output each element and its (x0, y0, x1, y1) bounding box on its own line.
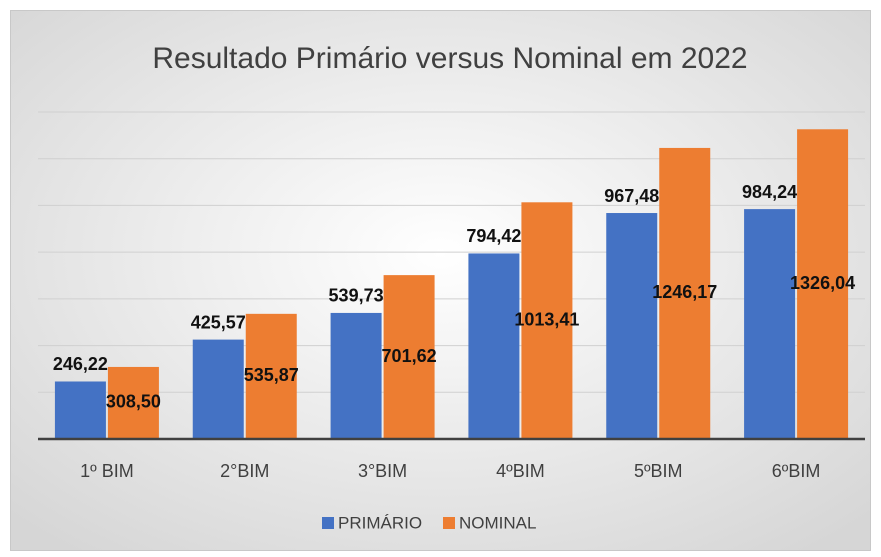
data-label: 535,87 (244, 365, 299, 385)
bar (330, 312, 382, 439)
legend-label: PRIMÁRIO (338, 513, 422, 532)
data-label: 246,22 (53, 354, 108, 374)
x-tick-label: 2°BIM (220, 461, 269, 481)
legend-label: NOMINAL (459, 513, 536, 532)
bar (521, 202, 573, 439)
data-label: 967,48 (604, 186, 659, 206)
bar (468, 253, 520, 439)
data-label: 425,57 (191, 312, 246, 332)
data-label: 308,50 (106, 392, 161, 412)
bar (606, 213, 658, 439)
data-label: 1013,41 (514, 309, 579, 329)
data-label: 539,73 (329, 286, 384, 306)
bar (659, 147, 711, 439)
x-tick-label: 1º BIM (80, 461, 134, 481)
x-tick-label: 3°BIM (358, 461, 407, 481)
bar (744, 209, 796, 439)
chart-background (10, 10, 871, 551)
bar (797, 129, 849, 439)
bar (245, 313, 297, 439)
legend-swatch (443, 517, 455, 529)
data-label: 1326,04 (790, 273, 855, 293)
bar (107, 366, 159, 439)
x-tick-label: 4ºBIM (496, 461, 545, 481)
legend-swatch (322, 517, 334, 529)
bar (54, 381, 106, 439)
data-label: 794,42 (466, 226, 521, 246)
bar (383, 275, 435, 439)
chart-title: Resultado Primário versus Nominal em 202… (152, 42, 747, 75)
x-tick-label: 6ºBIM (772, 461, 821, 481)
x-tick-label: 5ºBIM (634, 461, 683, 481)
data-label: 984,24 (742, 182, 797, 202)
bar (192, 339, 244, 439)
data-label: 701,62 (382, 346, 437, 366)
data-label: 1246,17 (652, 282, 717, 302)
